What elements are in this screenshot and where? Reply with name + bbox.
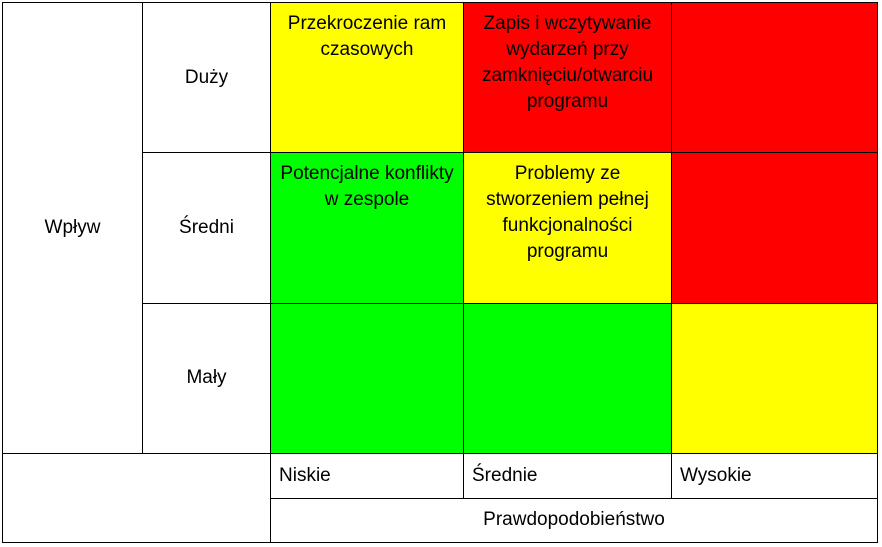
risk-cell-medium-high [671, 152, 878, 304]
risk-cell-high-high [671, 1, 878, 154]
probability-level-low: Niskie [270, 452, 464, 499]
risk-cell-high-low: Przekroczenie ram czasowych [270, 1, 464, 154]
risk-cell-high-medium: Zapis i wczytywanie wydarzeń przy zamkni… [463, 1, 672, 154]
probability-level-high: Wysokie [671, 452, 878, 499]
probability-level-medium: Średnie [463, 452, 672, 499]
risk-cell-medium-low: Potencjalne konflikty w zespole [270, 152, 464, 304]
corner-blank [2, 452, 271, 544]
risk-cell-medium-medium: Problemy ze stworzeniem pełnej funkcjona… [463, 152, 672, 304]
impact-axis-title: Wpływ [2, 2, 143, 454]
impact-level-medium: Średni [142, 152, 271, 304]
risk-cell-low-low [270, 302, 464, 454]
impact-level-high: Duży [142, 1, 271, 154]
probability-axis-title: Prawdopodobieństwo [270, 497, 878, 544]
risk-cell-low-medium [463, 302, 672, 454]
impact-level-low: Mały [142, 302, 271, 454]
risk-cell-low-high [671, 302, 878, 454]
